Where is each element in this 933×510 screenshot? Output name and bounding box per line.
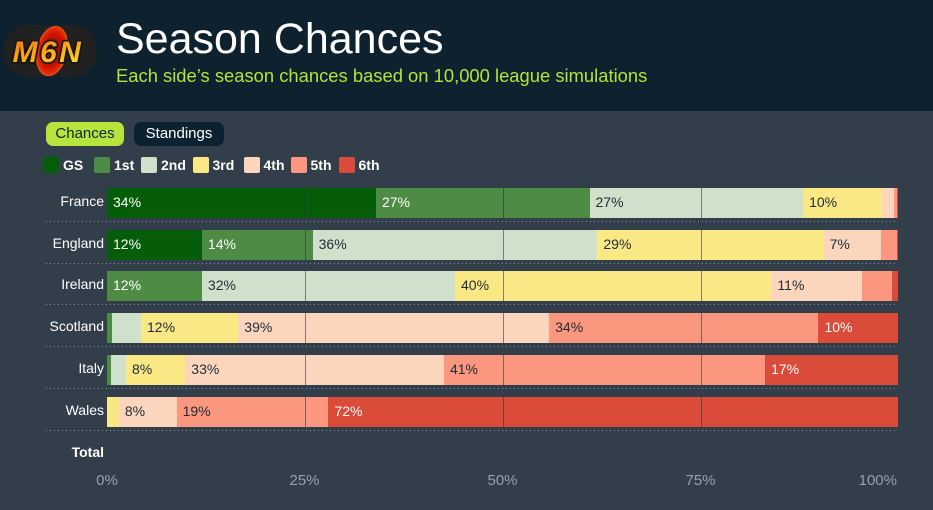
svg-text:M6N: M6N [13,36,84,69]
svg-text:M6N: M6N [13,36,84,69]
